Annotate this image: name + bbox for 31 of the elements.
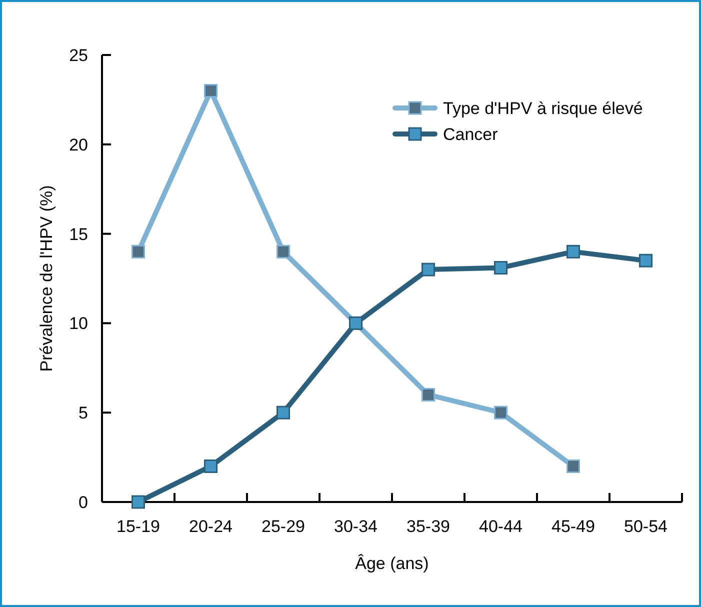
- point: [204, 459, 218, 473]
- x-tick-label: 15-19: [116, 517, 160, 536]
- point: [422, 262, 435, 276]
- point: [639, 254, 652, 268]
- y-tick-label: 20: [69, 135, 88, 154]
- legend-label: Cancer: [443, 124, 498, 144]
- x-tick-label: 30-34: [334, 517, 378, 536]
- point: [132, 495, 145, 509]
- x-tick-label: 35-39: [406, 517, 450, 536]
- point: [494, 261, 508, 275]
- point: [132, 244, 145, 258]
- point: [566, 459, 580, 473]
- x-tick-label: 45-49: [552, 517, 595, 536]
- y-tick-label: 10: [69, 314, 88, 334]
- point: [276, 406, 290, 420]
- point: [204, 84, 218, 98]
- y-tick-label: 15: [69, 224, 88, 244]
- point: [422, 388, 435, 402]
- x-axis-title: Âge (ans): [355, 554, 429, 573]
- y-tick-label: 5: [78, 404, 88, 423]
- point: [494, 406, 508, 420]
- legend-label: Type d'HPV à risque élevé: [443, 98, 643, 118]
- y-axis-title: Prévalence de l'HPV (%): [37, 185, 56, 372]
- point: [276, 244, 290, 258]
- x-tick-label: 40-44: [479, 517, 522, 536]
- x-tick-label: 50-54: [624, 517, 668, 536]
- x-tick-label: 20-24: [189, 517, 232, 536]
- y-tick-label: 0: [78, 492, 88, 512]
- point: [566, 244, 580, 258]
- x-tick-label: 25-29: [262, 517, 305, 536]
- y-tick-label: 25: [69, 46, 88, 65]
